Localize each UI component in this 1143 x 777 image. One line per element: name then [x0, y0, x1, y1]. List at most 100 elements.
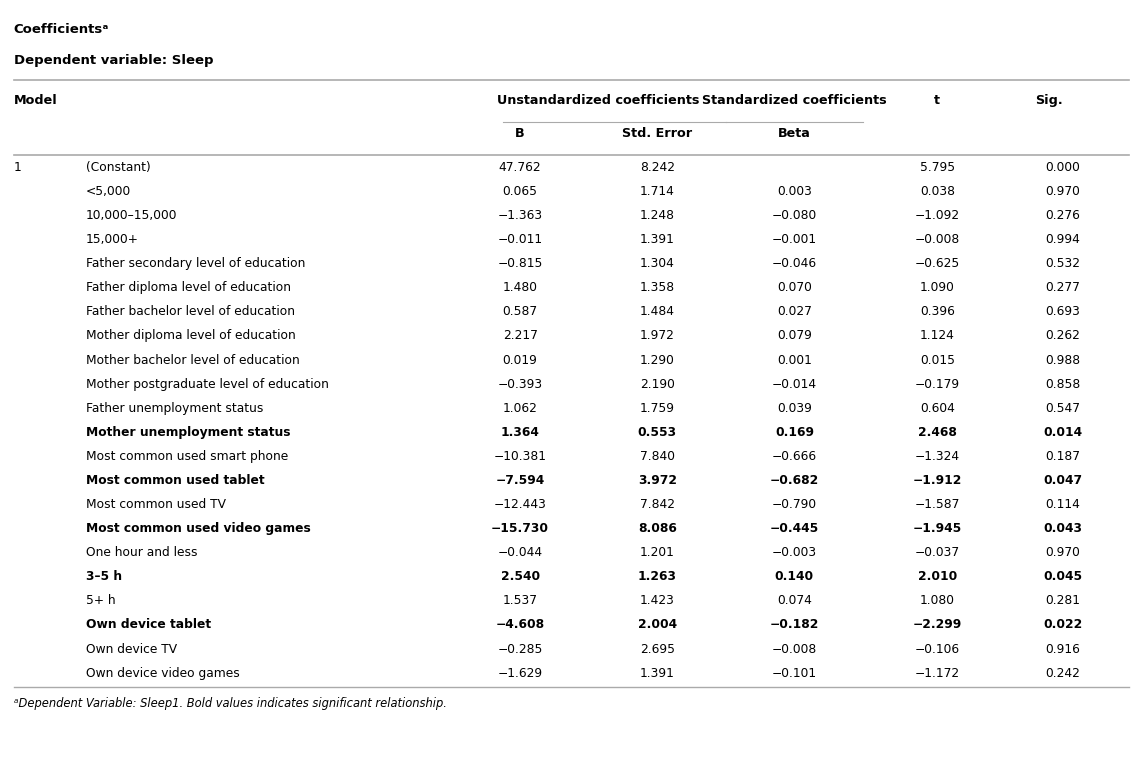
Text: −1.324: −1.324 [914, 450, 960, 463]
Text: 1.358: 1.358 [640, 281, 674, 294]
Text: 10,000–15,000: 10,000–15,000 [86, 209, 177, 222]
Text: 1.290: 1.290 [640, 354, 674, 367]
Text: 5+ h: 5+ h [86, 594, 115, 608]
Text: −0.445: −0.445 [769, 522, 820, 535]
Text: 0.045: 0.045 [1044, 570, 1082, 584]
Text: Sig.: Sig. [1036, 94, 1063, 107]
Text: Dependent variable: Sleep: Dependent variable: Sleep [14, 54, 214, 68]
Text: Mother bachelor level of education: Mother bachelor level of education [86, 354, 299, 367]
Text: Own device TV: Own device TV [86, 643, 177, 656]
Text: t: t [934, 94, 941, 107]
Text: B: B [515, 127, 525, 140]
Text: −7.594: −7.594 [495, 474, 545, 487]
Text: Coefficientsᵃ: Coefficientsᵃ [14, 23, 109, 37]
Text: 1.080: 1.080 [920, 594, 954, 608]
Text: 1.484: 1.484 [640, 305, 674, 319]
Text: 2.540: 2.540 [501, 570, 539, 584]
Text: Father secondary level of education: Father secondary level of education [86, 257, 305, 270]
Text: −10.381: −10.381 [494, 450, 546, 463]
Text: 1.423: 1.423 [640, 594, 674, 608]
Text: −0.790: −0.790 [772, 498, 817, 511]
Text: −1.092: −1.092 [914, 209, 960, 222]
Text: 0.604: 0.604 [920, 402, 954, 415]
Text: 2.010: 2.010 [918, 570, 957, 584]
Text: −0.044: −0.044 [497, 546, 543, 559]
Text: 0.022: 0.022 [1044, 618, 1082, 632]
Text: 0.001: 0.001 [777, 354, 812, 367]
Text: ᵃDependent Variable: Sleep1. Bold values indicates significant relationship.: ᵃDependent Variable: Sleep1. Bold values… [14, 697, 447, 710]
Text: 1.972: 1.972 [640, 329, 674, 343]
Text: 0.242: 0.242 [1046, 667, 1080, 680]
Text: 0.187: 0.187 [1046, 450, 1080, 463]
Text: 1: 1 [14, 161, 22, 174]
Text: 0.003: 0.003 [777, 185, 812, 198]
Text: −0.080: −0.080 [772, 209, 817, 222]
Text: 0.038: 0.038 [920, 185, 954, 198]
Text: Most common used TV: Most common used TV [86, 498, 225, 511]
Text: 8.086: 8.086 [638, 522, 677, 535]
Text: 1.759: 1.759 [640, 402, 674, 415]
Text: −12.443: −12.443 [494, 498, 546, 511]
Text: 0.043: 0.043 [1044, 522, 1082, 535]
Text: −1.629: −1.629 [497, 667, 543, 680]
Text: −0.037: −0.037 [914, 546, 960, 559]
Text: 0.262: 0.262 [1046, 329, 1080, 343]
Text: 0.916: 0.916 [1046, 643, 1080, 656]
Text: 0.988: 0.988 [1046, 354, 1080, 367]
Text: −0.182: −0.182 [769, 618, 820, 632]
Text: 2.004: 2.004 [638, 618, 677, 632]
Text: −0.101: −0.101 [772, 667, 817, 680]
Text: 1.480: 1.480 [503, 281, 537, 294]
Text: 0.553: 0.553 [638, 426, 677, 439]
Text: −0.014: −0.014 [772, 378, 817, 391]
Text: Unstandardized coefficients: Unstandardized coefficients [496, 94, 700, 107]
Text: −0.011: −0.011 [497, 233, 543, 246]
Text: 2.695: 2.695 [640, 643, 674, 656]
Text: Model: Model [14, 94, 57, 107]
Text: 0.970: 0.970 [1046, 185, 1080, 198]
Text: −1.587: −1.587 [914, 498, 960, 511]
Text: Father unemployment status: Father unemployment status [86, 402, 263, 415]
Text: 0.532: 0.532 [1046, 257, 1080, 270]
Text: 0.047: 0.047 [1044, 474, 1082, 487]
Text: 5.795: 5.795 [920, 161, 954, 174]
Text: 2.217: 2.217 [503, 329, 537, 343]
Text: 0.547: 0.547 [1046, 402, 1080, 415]
Text: 0.065: 0.065 [503, 185, 537, 198]
Text: One hour and less: One hour and less [86, 546, 198, 559]
Text: 0.014: 0.014 [1044, 426, 1082, 439]
Text: 0.396: 0.396 [920, 305, 954, 319]
Text: 0.587: 0.587 [503, 305, 537, 319]
Text: Own device video games: Own device video games [86, 667, 240, 680]
Text: Mother diploma level of education: Mother diploma level of education [86, 329, 296, 343]
Text: 47.762: 47.762 [498, 161, 542, 174]
Text: −1.363: −1.363 [497, 209, 543, 222]
Text: 1.248: 1.248 [640, 209, 674, 222]
Text: −1.945: −1.945 [912, 522, 962, 535]
Text: (Constant): (Constant) [86, 161, 151, 174]
Text: Beta: Beta [778, 127, 810, 140]
Text: Father bachelor level of education: Father bachelor level of education [86, 305, 295, 319]
Text: −0.003: −0.003 [772, 546, 817, 559]
Text: 3–5 h: 3–5 h [86, 570, 122, 584]
Text: 1.201: 1.201 [640, 546, 674, 559]
Text: 0.281: 0.281 [1046, 594, 1080, 608]
Text: −15.730: −15.730 [491, 522, 549, 535]
Text: −0.001: −0.001 [772, 233, 817, 246]
Text: 8.242: 8.242 [640, 161, 674, 174]
Text: −0.815: −0.815 [497, 257, 543, 270]
Text: Most common used tablet: Most common used tablet [86, 474, 264, 487]
Text: 0.140: 0.140 [775, 570, 814, 584]
Text: −0.666: −0.666 [772, 450, 817, 463]
Text: 1.714: 1.714 [640, 185, 674, 198]
Text: 1.537: 1.537 [503, 594, 537, 608]
Text: −0.046: −0.046 [772, 257, 817, 270]
Text: Mother unemployment status: Mother unemployment status [86, 426, 290, 439]
Text: 0.019: 0.019 [503, 354, 537, 367]
Text: Most common used smart phone: Most common used smart phone [86, 450, 288, 463]
Text: 0.070: 0.070 [777, 281, 812, 294]
Text: 0.169: 0.169 [775, 426, 814, 439]
Text: −4.608: −4.608 [496, 618, 544, 632]
Text: 0.079: 0.079 [777, 329, 812, 343]
Text: 15,000+: 15,000+ [86, 233, 138, 246]
